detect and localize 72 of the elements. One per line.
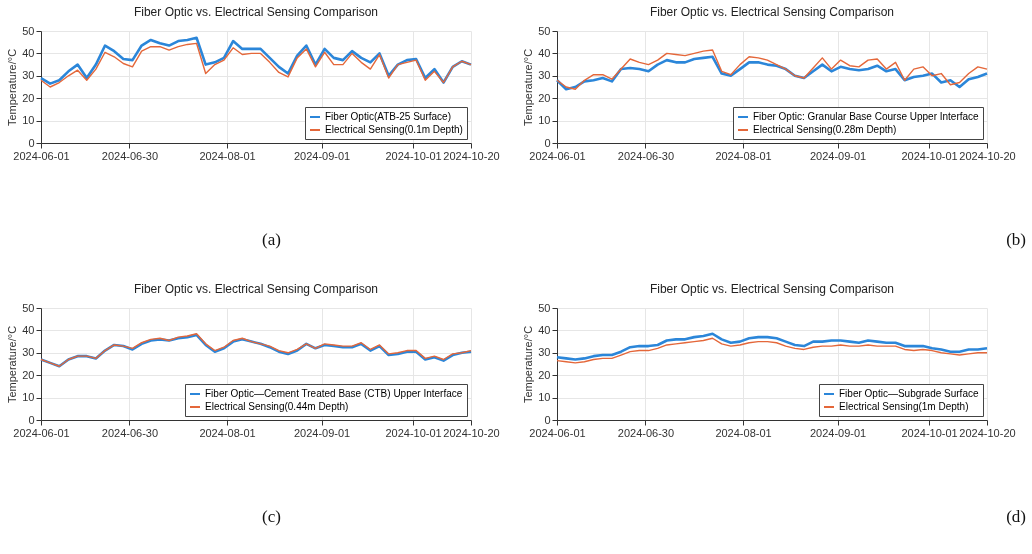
x-tick-label: 2024-10-20: [443, 149, 500, 162]
x-tick-label: 2024-09-01: [293, 149, 351, 162]
y-tick-label: 50: [22, 24, 35, 37]
y-tick-label: 40: [538, 323, 551, 336]
x-tick-label: 2024-10-01: [901, 426, 958, 439]
text: (c): [262, 507, 281, 527]
y-tick-label: 0: [544, 413, 551, 426]
y-tick-label: 50: [22, 301, 35, 314]
x-tick-label: 2024-08-01: [199, 426, 256, 439]
y-tick-label: 10: [538, 114, 551, 127]
legend-label: Electrical Sensing(0.28m Depth): [753, 124, 897, 135]
text: (a): [262, 230, 281, 250]
y-tick-label: 20: [22, 91, 35, 104]
line-series: [556, 49, 988, 90]
x-tick-label: 2024-10-01: [385, 149, 442, 162]
y-tick-label: 0: [28, 413, 35, 426]
y-tick-label: 40: [538, 46, 551, 59]
y-tick-label: 20: [538, 91, 551, 104]
y-tick-label: 20: [22, 368, 35, 381]
x-tick-label: 2024-08-01: [715, 149, 772, 162]
y-tick-label: 30: [538, 346, 551, 359]
y-tick-label: 30: [538, 69, 551, 82]
line-series: [555, 332, 989, 361]
y-tick-label: 40: [22, 46, 35, 59]
x-tick-label: 2024-06-01: [13, 426, 70, 439]
y-tick-label: 30: [22, 346, 35, 359]
legend-label: Fiber Optic—Cement Treated Base (CTB) Upper Interface: [205, 388, 463, 399]
y-tick-label: 10: [22, 114, 35, 127]
x-tick-label: 2024-10-20: [959, 426, 1016, 439]
chart-title: Fiber Optic vs. Electrical Sensing Comparison: [133, 282, 379, 296]
y-tick-label: 50: [538, 301, 551, 314]
legend-label: Fiber Optic: Granular Base Course Upper Interface: [753, 111, 980, 122]
y-tick-label: 50: [538, 24, 551, 37]
y-tick-label: 20: [538, 368, 551, 381]
y-axis-title: Temperature/°C: [522, 48, 535, 127]
x-tick-label: 2024-06-30: [101, 426, 159, 439]
x-tick-label: 2024-09-01: [809, 149, 867, 162]
chart-title: Fiber Optic vs. Electrical Sensing Comparison: [649, 5, 895, 19]
x-tick-label: 2024-10-20: [959, 149, 1016, 162]
y-tick-label: 0: [544, 136, 551, 149]
x-tick-label: 2024-09-01: [293, 426, 351, 439]
x-tick-label: 2024-06-01: [13, 149, 70, 162]
y-tick-label: 10: [22, 391, 35, 404]
legend-label: Fiber Optic—Subgrade Surface: [839, 388, 979, 399]
chart-title: Fiber Optic vs. Electrical Sensing Comparison: [133, 5, 379, 19]
y-axis-title: Temperature/°C: [6, 325, 19, 404]
x-tick-label: 2024-06-30: [101, 149, 159, 162]
x-tick-label: 2024-10-01: [385, 426, 442, 439]
y-tick-label: 0: [28, 136, 35, 149]
legend-label: Electrical Sensing(0.1m Depth): [325, 124, 463, 135]
y-tick-label: 30: [22, 69, 35, 82]
y-axis-title: Temperature/°C: [6, 48, 19, 127]
y-tick-label: 40: [22, 323, 35, 336]
text: (d): [1006, 507, 1026, 527]
x-tick-label: 2024-08-01: [199, 149, 256, 162]
x-tick-label: 2024-06-30: [617, 149, 675, 162]
y-axis-title: Temperature/°C: [522, 325, 535, 404]
x-tick-label: 2024-10-01: [901, 149, 958, 162]
text: (b): [1006, 230, 1026, 250]
line-series: [556, 337, 988, 364]
x-tick-label: 2024-08-01: [715, 426, 772, 439]
y-tick-label: 10: [538, 391, 551, 404]
legend-label: Fiber Optic(ATB-25 Surface): [325, 111, 451, 122]
legend-label: Electrical Sensing(0.44m Depth): [205, 401, 349, 412]
x-tick-label: 2024-06-01: [529, 426, 586, 439]
x-tick-label: 2024-09-01: [809, 426, 867, 439]
x-tick-label: 2024-06-30: [617, 426, 675, 439]
line-series: [40, 42, 472, 88]
legend-label: Electrical Sensing(1m Depth): [839, 401, 969, 412]
x-tick-label: 2024-06-01: [529, 149, 586, 162]
chart-title: Fiber Optic vs. Electrical Sensing Comparison: [649, 282, 895, 296]
x-tick-label: 2024-10-20: [443, 426, 500, 439]
